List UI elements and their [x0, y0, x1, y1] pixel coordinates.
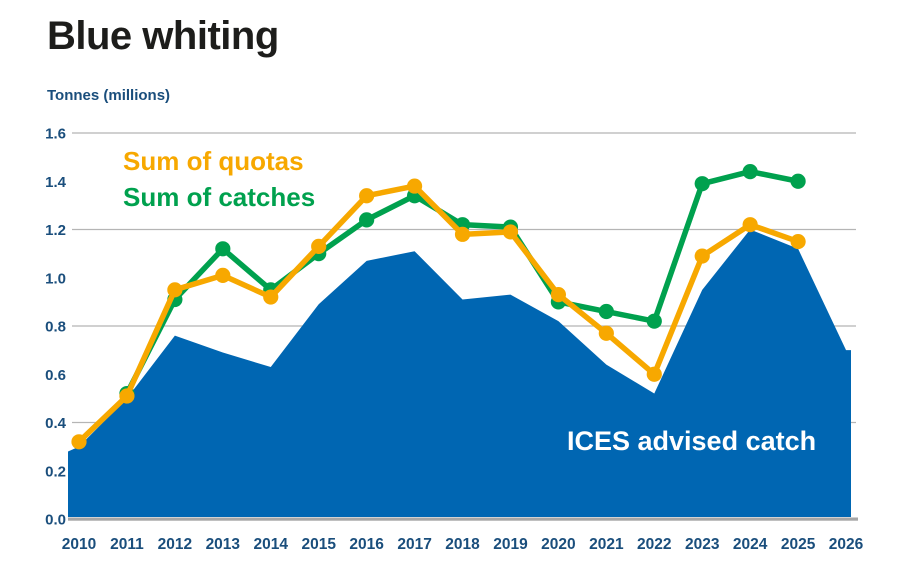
data-point-marker: [790, 233, 806, 250]
data-point-marker: [742, 217, 758, 233]
data-point-marker: [694, 176, 710, 192]
data-point-marker: [359, 188, 375, 204]
x-tick-label: 2019: [493, 536, 528, 553]
y-tick-label: 1.2: [45, 222, 66, 239]
data-point-marker: [694, 248, 710, 264]
data-point-marker: [311, 238, 327, 254]
data-point-marker: [598, 325, 614, 341]
x-tick-label: 2016: [349, 536, 384, 553]
x-tick-label: 2026: [829, 536, 864, 553]
y-tick-label: 1.4: [45, 174, 67, 191]
data-point-marker: [550, 287, 567, 303]
legend-sum-of-quotas: Sum of quotas: [123, 146, 304, 176]
data-point-marker: [646, 313, 662, 329]
x-tick-label: 2021: [589, 536, 624, 553]
data-point-marker: [406, 178, 423, 194]
x-tick-label: 2025: [781, 536, 816, 553]
data-point-marker: [790, 173, 806, 189]
x-tick-label: 2023: [685, 536, 720, 553]
data-point-marker: [454, 226, 471, 242]
data-point-marker: [263, 289, 279, 305]
x-axis-line: [68, 517, 858, 521]
x-tick-label: 2022: [637, 536, 671, 553]
y-tick-label: 0.0: [45, 512, 66, 529]
x-tick-label: 2024: [733, 536, 768, 553]
x-tick-label: 2015: [301, 536, 336, 553]
data-point-marker: [502, 224, 519, 240]
y-tick-label: 0.8: [45, 319, 66, 336]
y-tick-label: 0.2: [45, 463, 66, 480]
data-point-marker: [215, 241, 231, 257]
data-point-marker: [71, 434, 87, 450]
y-tick-label: 0.6: [45, 367, 66, 384]
data-point-marker: [119, 388, 135, 404]
x-tick-label: 2012: [158, 536, 192, 553]
quotas-line: [76, 183, 801, 445]
advice-area: [68, 229, 851, 517]
x-tick-label: 2020: [541, 536, 575, 553]
x-tick-label: 2017: [397, 536, 431, 553]
y-tick-label: 1.0: [45, 270, 66, 287]
data-point-marker: [598, 303, 614, 320]
x-tick-label: 2018: [445, 536, 480, 553]
y-tick-label: 1.6: [45, 126, 66, 143]
data-point-marker: [359, 212, 375, 228]
data-point-marker: [167, 282, 183, 298]
chart-title: Blue whiting: [47, 14, 279, 58]
area-label-ices-advised-catch: ICES advised catch: [567, 426, 817, 456]
data-point-marker: [215, 267, 231, 283]
data-point-marker: [742, 164, 758, 180]
legend-sum-of-catches: Sum of catches: [123, 182, 316, 212]
x-tick-label: 2013: [206, 536, 241, 553]
x-tick-label: 2011: [110, 536, 144, 553]
y-axis-title: Tonnes (millions): [47, 87, 171, 104]
data-point-marker: [646, 366, 662, 382]
x-tick-label: 2010: [62, 536, 96, 553]
x-tick-label: 2014: [254, 536, 289, 553]
y-tick-label: 0.4: [45, 415, 67, 432]
